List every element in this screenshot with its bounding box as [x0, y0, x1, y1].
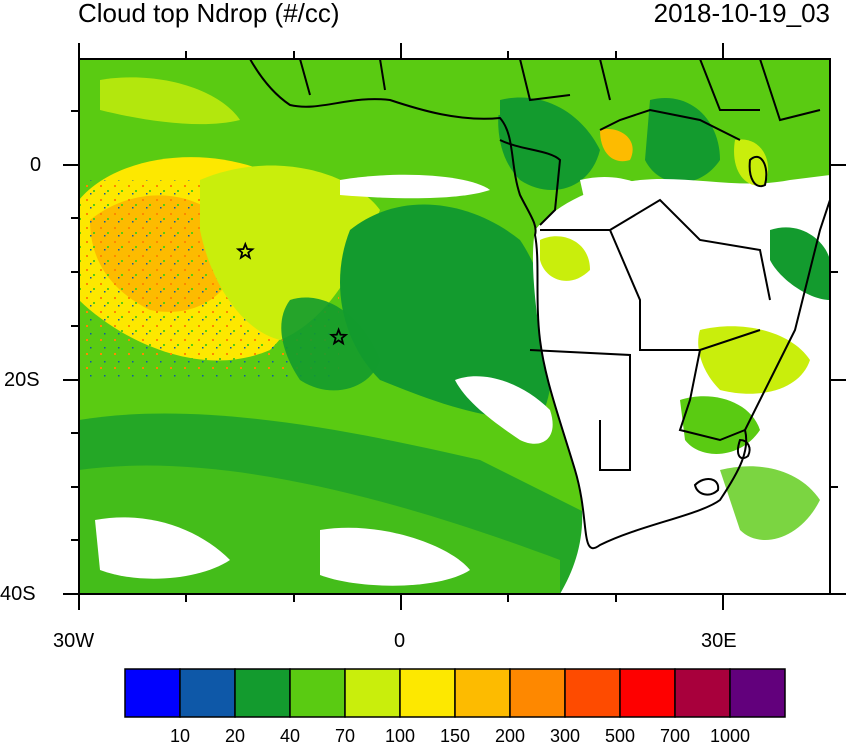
colorbar-swatch-3 — [289, 668, 346, 718]
lat-label-20s: 20S — [4, 369, 40, 391]
lon-label-0: 0 — [394, 630, 406, 652]
coastlines — [249, 59, 830, 549]
colorbar-label-0: 10 — [169, 726, 191, 746]
colorbar-swatch-6 — [454, 668, 511, 718]
colorbar-swatch-4 — [344, 668, 401, 718]
lon-label-30e: 30E — [701, 630, 737, 652]
colorbar-swatch-8 — [564, 668, 621, 718]
ndrop-field — [79, 59, 830, 594]
colorbar-swatch-0 — [124, 668, 181, 718]
star-marker-1 — [329, 327, 349, 346]
colorbar-label-8: 500 — [604, 726, 636, 746]
colorbar-swatch-5 — [399, 668, 456, 718]
colorbar-swatch-2 — [234, 668, 291, 718]
lat-label-0: 0 — [30, 154, 42, 176]
lon-label-30w: 30W — [53, 630, 95, 652]
marker-layer — [235, 241, 349, 346]
lat-label-40s: 40S — [0, 583, 36, 605]
star-marker-0 — [235, 241, 255, 260]
colorbar-label-10: 1000 — [709, 726, 751, 746]
colorbar-swatch-10 — [674, 668, 731, 718]
colorbar-swatch-1 — [179, 668, 236, 718]
colorbar-label-1: 20 — [224, 726, 246, 746]
colorbar-label-3: 70 — [334, 726, 356, 746]
map-datetime: 2018-10-19_03 — [653, 0, 830, 28]
colorbar-label-5: 150 — [439, 726, 471, 746]
axis-ticks — [63, 43, 846, 610]
colorbar-label-4: 100 — [384, 726, 416, 746]
colorbar — [124, 668, 786, 718]
colorbar-label-7: 300 — [549, 726, 581, 746]
colorbar-label-6: 200 — [494, 726, 526, 746]
colorbar-label-9: 700 — [659, 726, 691, 746]
colorbar-label-2: 40 — [279, 726, 301, 746]
colorbar-swatch-7 — [509, 668, 566, 718]
colorbar-swatch-9 — [619, 668, 676, 718]
colorbar-swatch-11 — [729, 668, 786, 718]
map-title: Cloud top Ndrop (#/cc) — [78, 0, 340, 28]
